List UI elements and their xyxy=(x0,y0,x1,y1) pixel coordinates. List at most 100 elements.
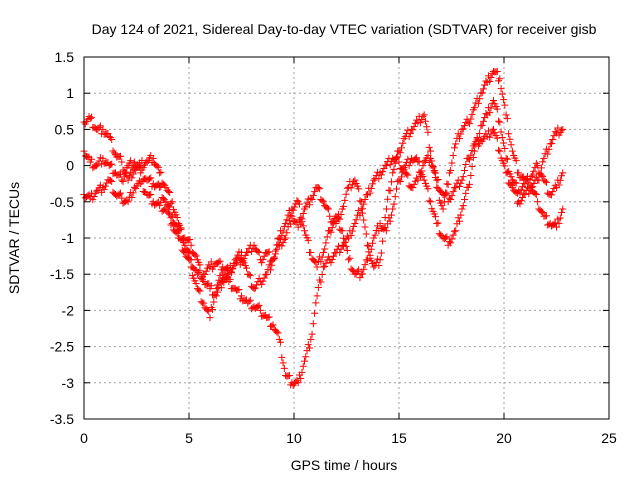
data-point xyxy=(425,143,433,151)
data-point xyxy=(186,256,194,264)
data-point xyxy=(459,125,467,133)
data-point xyxy=(255,301,263,309)
x-tick-label: 20 xyxy=(496,430,512,446)
data-point xyxy=(386,217,394,225)
data-point xyxy=(255,248,263,256)
data-point xyxy=(508,147,516,155)
data-point xyxy=(250,241,258,249)
data-point xyxy=(356,211,364,219)
data-point xyxy=(442,234,450,242)
data-point xyxy=(328,255,336,263)
data-point xyxy=(308,330,316,338)
data-point xyxy=(458,176,466,184)
data-point xyxy=(516,200,524,208)
data-point xyxy=(217,284,225,292)
data-point xyxy=(323,233,331,241)
data-point xyxy=(421,117,429,125)
data-point xyxy=(501,162,509,170)
data-point xyxy=(124,198,132,206)
data-point xyxy=(371,231,379,239)
data-point xyxy=(559,169,567,177)
data-point xyxy=(530,167,538,175)
data-point xyxy=(338,227,346,235)
data-point xyxy=(115,190,123,198)
data-point xyxy=(521,180,529,188)
data-point xyxy=(392,185,400,193)
data-point xyxy=(348,227,356,235)
data-point xyxy=(268,261,276,269)
data-point xyxy=(326,212,334,220)
data-point xyxy=(274,235,282,243)
data-point xyxy=(322,239,330,247)
data-point xyxy=(263,270,271,278)
data-point xyxy=(537,207,545,215)
data-point xyxy=(507,173,515,181)
data-point xyxy=(340,202,348,210)
data-point xyxy=(260,274,268,282)
data-point xyxy=(433,220,441,228)
data-point xyxy=(521,191,529,199)
data-point xyxy=(517,186,525,194)
data-point xyxy=(207,282,215,290)
data-point xyxy=(385,186,393,194)
data-point xyxy=(541,177,549,185)
data-point xyxy=(336,248,344,256)
data-point xyxy=(95,124,103,132)
data-point xyxy=(367,245,375,253)
data-point xyxy=(88,155,96,163)
data-point xyxy=(258,259,266,267)
data-point xyxy=(120,173,128,181)
data-point xyxy=(302,353,310,361)
data-point xyxy=(358,270,366,278)
data-point xyxy=(420,176,428,184)
data-point xyxy=(154,163,162,171)
data-point xyxy=(382,227,390,235)
data-point xyxy=(497,128,505,136)
data-point xyxy=(343,246,351,254)
data-point xyxy=(329,252,337,260)
data-point xyxy=(90,192,98,200)
x-tick-label: 25 xyxy=(601,430,617,446)
data-point xyxy=(558,209,566,217)
data-point xyxy=(551,128,559,136)
data-point xyxy=(455,135,463,143)
data-point xyxy=(501,145,509,153)
data-point xyxy=(467,171,475,179)
data-point xyxy=(497,85,505,93)
data-point xyxy=(200,299,208,307)
data-point xyxy=(505,130,513,138)
data-point xyxy=(389,205,397,213)
data-point xyxy=(486,133,494,141)
data-point xyxy=(352,216,360,224)
data-point xyxy=(166,189,174,197)
data-point xyxy=(259,255,267,263)
data-point xyxy=(559,205,567,213)
data-point xyxy=(376,256,384,264)
data-point xyxy=(308,195,316,203)
data-point xyxy=(265,248,273,256)
data-point xyxy=(487,74,495,82)
data-point xyxy=(88,113,96,121)
data-point xyxy=(138,166,146,174)
data-point xyxy=(203,306,211,314)
data-point xyxy=(278,242,286,250)
data-point xyxy=(192,279,200,287)
x-tick-label: 15 xyxy=(391,430,407,446)
data-point xyxy=(309,320,317,328)
data-point xyxy=(381,224,389,232)
data-point xyxy=(101,182,109,190)
data-point xyxy=(455,182,463,190)
data-point xyxy=(261,271,269,279)
data-point xyxy=(366,251,374,259)
data-point xyxy=(117,189,125,197)
y-tick-label: -1.5 xyxy=(50,266,74,282)
data-point xyxy=(395,158,403,166)
data-point xyxy=(100,185,108,193)
data-point xyxy=(319,248,327,256)
data-point xyxy=(493,105,501,113)
data-point xyxy=(329,219,337,227)
data-point xyxy=(468,110,476,118)
data-point xyxy=(299,362,307,370)
data-point xyxy=(496,118,504,126)
data-point xyxy=(312,299,320,307)
